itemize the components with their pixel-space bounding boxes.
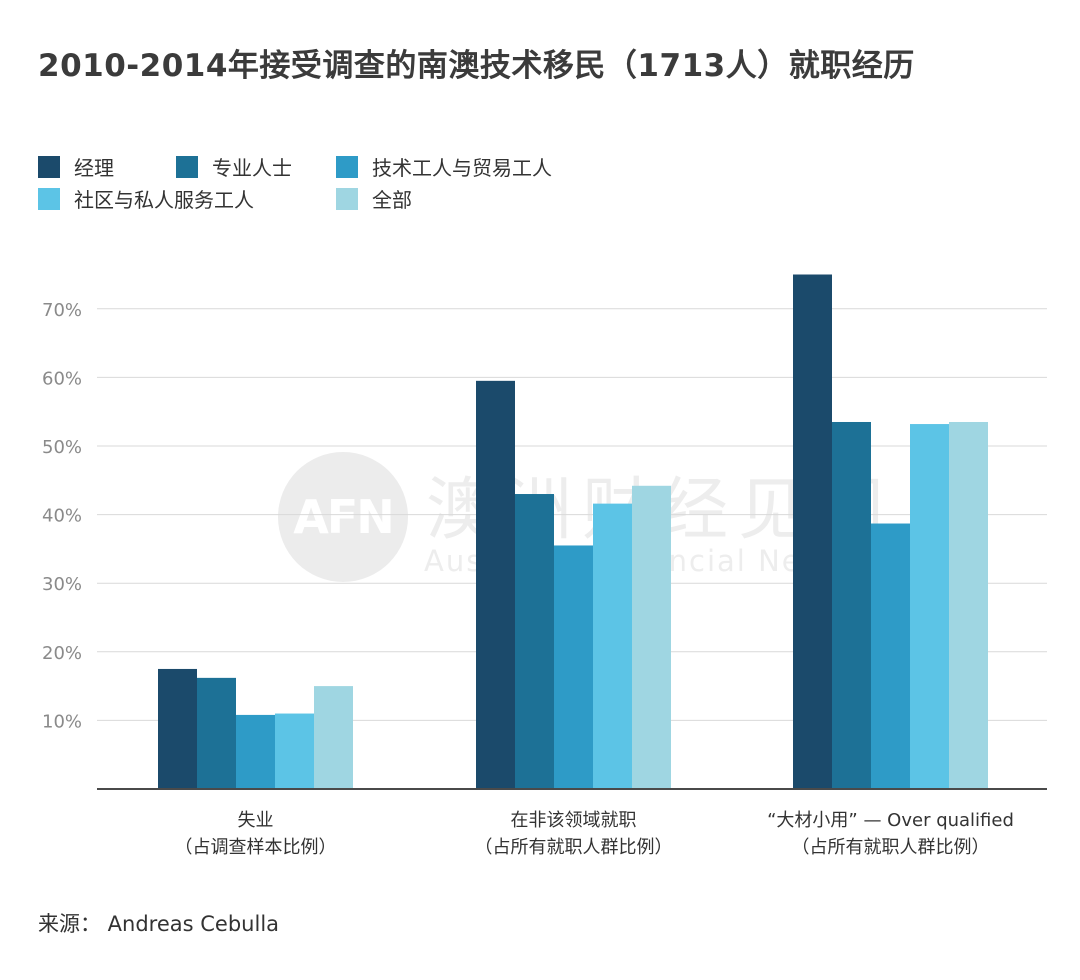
bar bbox=[158, 668, 197, 789]
legend-swatch bbox=[38, 187, 60, 210]
legend-item: 经理 bbox=[38, 152, 114, 181]
bar bbox=[314, 686, 353, 789]
legend-swatch bbox=[336, 187, 358, 210]
category-label: （占所有就职人群比例） bbox=[792, 837, 990, 858]
category-label: （占所有就职人群比例） bbox=[475, 837, 673, 858]
bar bbox=[793, 274, 832, 789]
bar bbox=[832, 421, 871, 789]
legend-swatch bbox=[176, 155, 198, 178]
y-tick-label: 30% bbox=[42, 574, 82, 595]
chart-title: 2010-2014年接受调查的南澳技术移民（1713人）就职经历 bbox=[38, 48, 915, 84]
legend-item: 全部 bbox=[336, 184, 412, 213]
bar bbox=[949, 421, 988, 789]
bar bbox=[632, 485, 671, 789]
bar bbox=[593, 503, 632, 789]
bar bbox=[515, 494, 554, 789]
y-tick-label: 40% bbox=[42, 506, 82, 527]
legend-item: 专业人士 bbox=[176, 152, 292, 181]
bar bbox=[554, 545, 593, 789]
category-label: 在非该领域就职 bbox=[511, 810, 637, 831]
legend-label: 经理 bbox=[74, 156, 114, 180]
source-note: 来源： Andreas Cebulla bbox=[38, 912, 280, 936]
bar bbox=[197, 677, 236, 789]
y-tick-label: 10% bbox=[42, 711, 82, 732]
legend-label: 技术工人与贸易工人 bbox=[372, 156, 552, 180]
category-label: 失业 bbox=[238, 810, 274, 831]
legend-label: 专业人士 bbox=[212, 156, 292, 180]
category-label: （占调查样本比例） bbox=[175, 837, 337, 858]
legend-swatch bbox=[336, 155, 358, 178]
category-label: “大材小用” — Over qualified bbox=[767, 810, 1014, 831]
bar bbox=[910, 424, 949, 789]
y-tick-label: 70% bbox=[42, 300, 82, 321]
bar bbox=[871, 523, 910, 789]
legend-swatch bbox=[38, 155, 60, 178]
legend-item: 技术工人与贸易工人 bbox=[336, 152, 552, 181]
legend-label: 全部 bbox=[372, 188, 412, 212]
legend-label: 社区与私人服务工人 bbox=[74, 188, 254, 212]
bar bbox=[275, 713, 314, 789]
bar bbox=[476, 380, 515, 789]
y-tick-label: 20% bbox=[42, 643, 82, 664]
y-tick-label: 50% bbox=[42, 437, 82, 458]
legend-item: 社区与私人服务工人 bbox=[38, 184, 254, 213]
bar bbox=[236, 714, 275, 789]
y-tick-label: 60% bbox=[42, 368, 82, 389]
